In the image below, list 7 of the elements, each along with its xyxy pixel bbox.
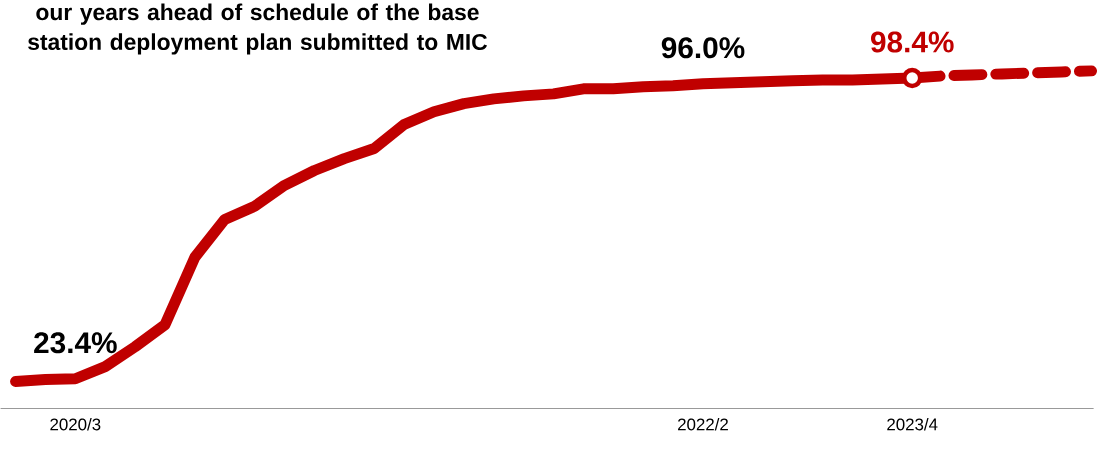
annotation: 98.4% xyxy=(871,31,954,53)
x-tick-label: 2022/2 xyxy=(678,417,728,431)
annotation: 23.4% xyxy=(34,332,117,354)
text: our years ahead of schedule of the base station deployment plan submitted to MIC xyxy=(28,3,488,55)
x-tick-label: 2023/4 xyxy=(887,417,938,431)
x-tick-label: 2020/3 xyxy=(50,417,101,431)
annotation: 96.0% xyxy=(661,37,745,59)
